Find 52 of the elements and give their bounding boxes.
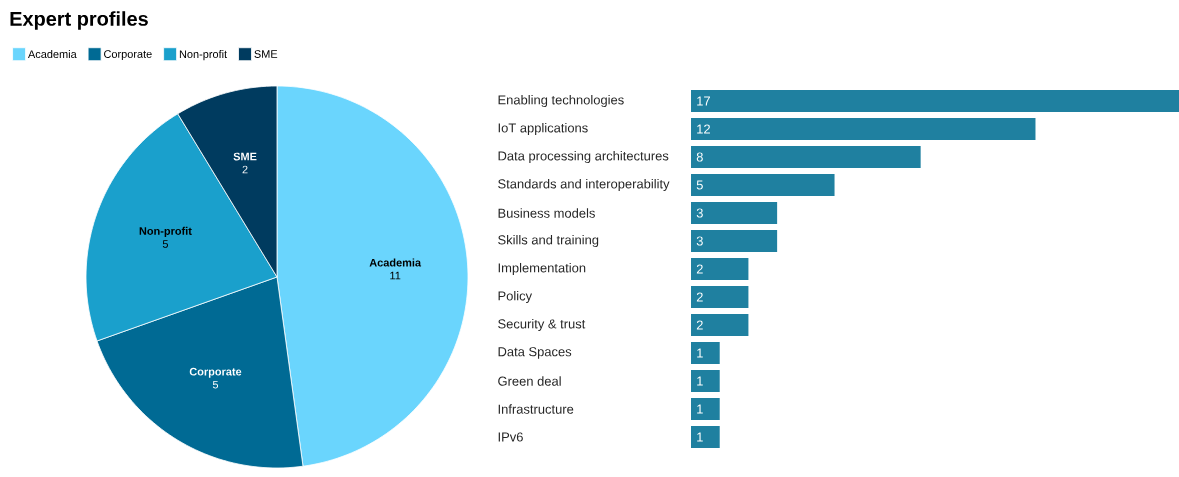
chart-title: Expert profiles <box>10 11 148 30</box>
y-tick-label: Green deal <box>498 376 561 386</box>
bar <box>691 174 835 196</box>
y-tick-label: Security & trust <box>498 318 586 332</box>
slice-label: SME <box>233 152 257 161</box>
y-tick-label: Implementation <box>498 262 586 276</box>
bar <box>691 426 720 448</box>
bar <box>691 342 720 364</box>
legend-label: Corporate <box>104 50 152 61</box>
slice-label: Non-profit <box>139 226 192 238</box>
bar <box>691 286 749 308</box>
bar <box>691 398 720 420</box>
data-label: 12 <box>697 124 710 134</box>
bar <box>691 146 921 168</box>
y-tick-label: Data Spaces <box>498 347 572 359</box>
data-label: 8 <box>696 152 703 162</box>
data-label: 2 <box>242 165 248 174</box>
y-tick-label: Data processing architectures <box>498 150 669 164</box>
data-label: 1 <box>697 432 703 442</box>
data-label: 1 <box>697 376 703 386</box>
y-tick-label: Policy <box>498 290 533 304</box>
y-tick-label: Skills and training <box>498 234 599 248</box>
bar <box>691 118 1036 140</box>
bar <box>691 258 749 280</box>
y-tick-label: Enabling technologies <box>498 94 624 108</box>
bar <box>691 90 1179 112</box>
data-label: 2 <box>696 264 703 274</box>
bar <box>691 370 720 392</box>
y-tick-label: Standards and interoperability <box>498 178 670 192</box>
data-label: 1 <box>697 404 703 414</box>
data-label: 5 <box>212 380 219 389</box>
data-label: 3 <box>696 236 703 246</box>
data-label: 17 <box>697 96 710 106</box>
y-tick-label: Infrastructure <box>498 404 574 414</box>
legend-label: Non-profit <box>179 50 228 61</box>
data-label: 11 <box>390 271 401 280</box>
data-label: 5 <box>162 240 168 248</box>
data-label: 2 <box>696 320 703 330</box>
data-label: 3 <box>696 208 703 218</box>
legend-label: SME <box>254 50 278 58</box>
data-label: 5 <box>696 180 703 190</box>
bar <box>691 314 749 336</box>
slice-label: Academia <box>369 258 422 267</box>
y-tick-label: IoT applications <box>498 122 588 136</box>
y-tick-label: Business models <box>498 208 595 218</box>
y-tick-label: IPv6 <box>498 432 523 442</box>
slice-label: Corporate <box>189 367 242 378</box>
bar <box>691 202 778 224</box>
legend-label: Academia <box>27 50 77 59</box>
bar <box>691 230 778 252</box>
data-label: 2 <box>696 292 703 302</box>
data-label: 1 <box>697 348 703 358</box>
